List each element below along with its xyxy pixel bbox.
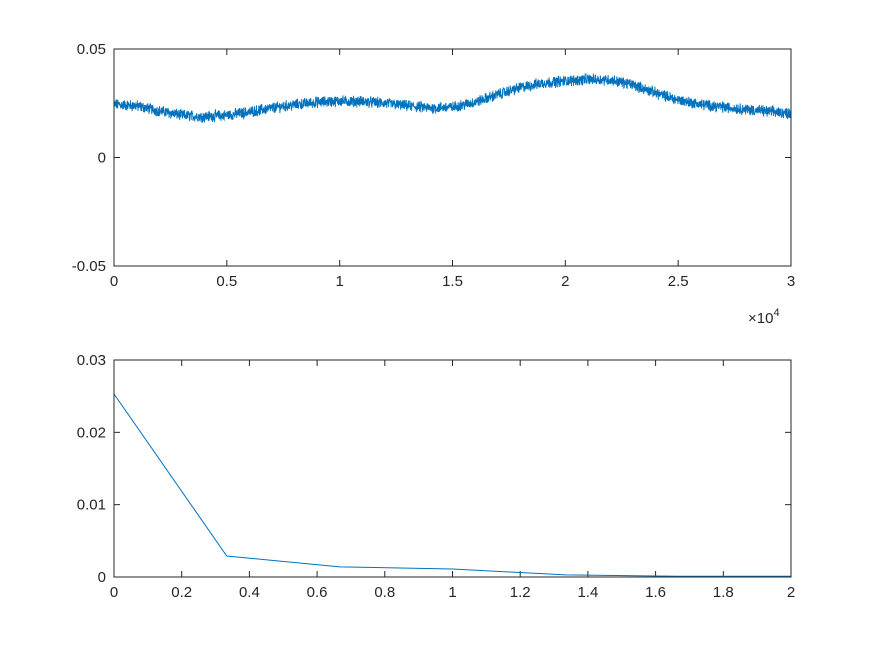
x-exponent-base: ×10 [748, 310, 773, 327]
y-tick-label: 0 [98, 150, 106, 167]
x-tick-label: 1.8 [713, 584, 734, 601]
x-tick-label: 1 [448, 584, 456, 601]
x-tick-label: 1.2 [510, 584, 531, 601]
x-tick-label: 0.6 [307, 584, 328, 601]
x-tick-label: 1.5 [442, 273, 463, 290]
x-tick-label: 3 [787, 273, 795, 290]
x-axis-exponent-label: ×104 [748, 307, 780, 327]
x-tick-label: 0 [110, 584, 118, 601]
y-tick-label: 0 [98, 569, 106, 586]
x-tick-label: 0.4 [239, 584, 260, 601]
axes-frame [113, 48, 792, 267]
y-tick-label: 0.02 [77, 424, 106, 441]
bottom-axes: 0 0.2 0.4 0.6 0.8 1 1.2 1.4 1.6 1.8 2 0 0.01 0.02 0.03 [77, 352, 795, 601]
x-tick-label: 2 [787, 584, 795, 601]
x-tick-label: 2 [561, 273, 569, 290]
y-tick-label: 0.01 [77, 497, 106, 514]
x-tick-label: 1 [335, 273, 343, 290]
y-tick-label: -0.05 [72, 258, 106, 275]
plot-area [114, 360, 791, 577]
plot-area [114, 49, 791, 266]
x-tick-label: 0.2 [171, 584, 192, 601]
y-tick-label: 0.05 [77, 41, 106, 58]
x-tick-label: 0 [110, 273, 118, 290]
x-tick-label: 0.5 [216, 273, 237, 290]
y-tick-label: 0.03 [77, 352, 106, 369]
x-tick-label: 2.5 [668, 273, 689, 290]
x-tick-label: 1.4 [577, 584, 598, 601]
series-line [114, 73, 791, 123]
x-tick-label: 0.8 [374, 584, 395, 601]
x-tick-label: 1.6 [645, 584, 666, 601]
axes-frame [113, 359, 792, 578]
x-exponent-power: 4 [773, 307, 779, 319]
